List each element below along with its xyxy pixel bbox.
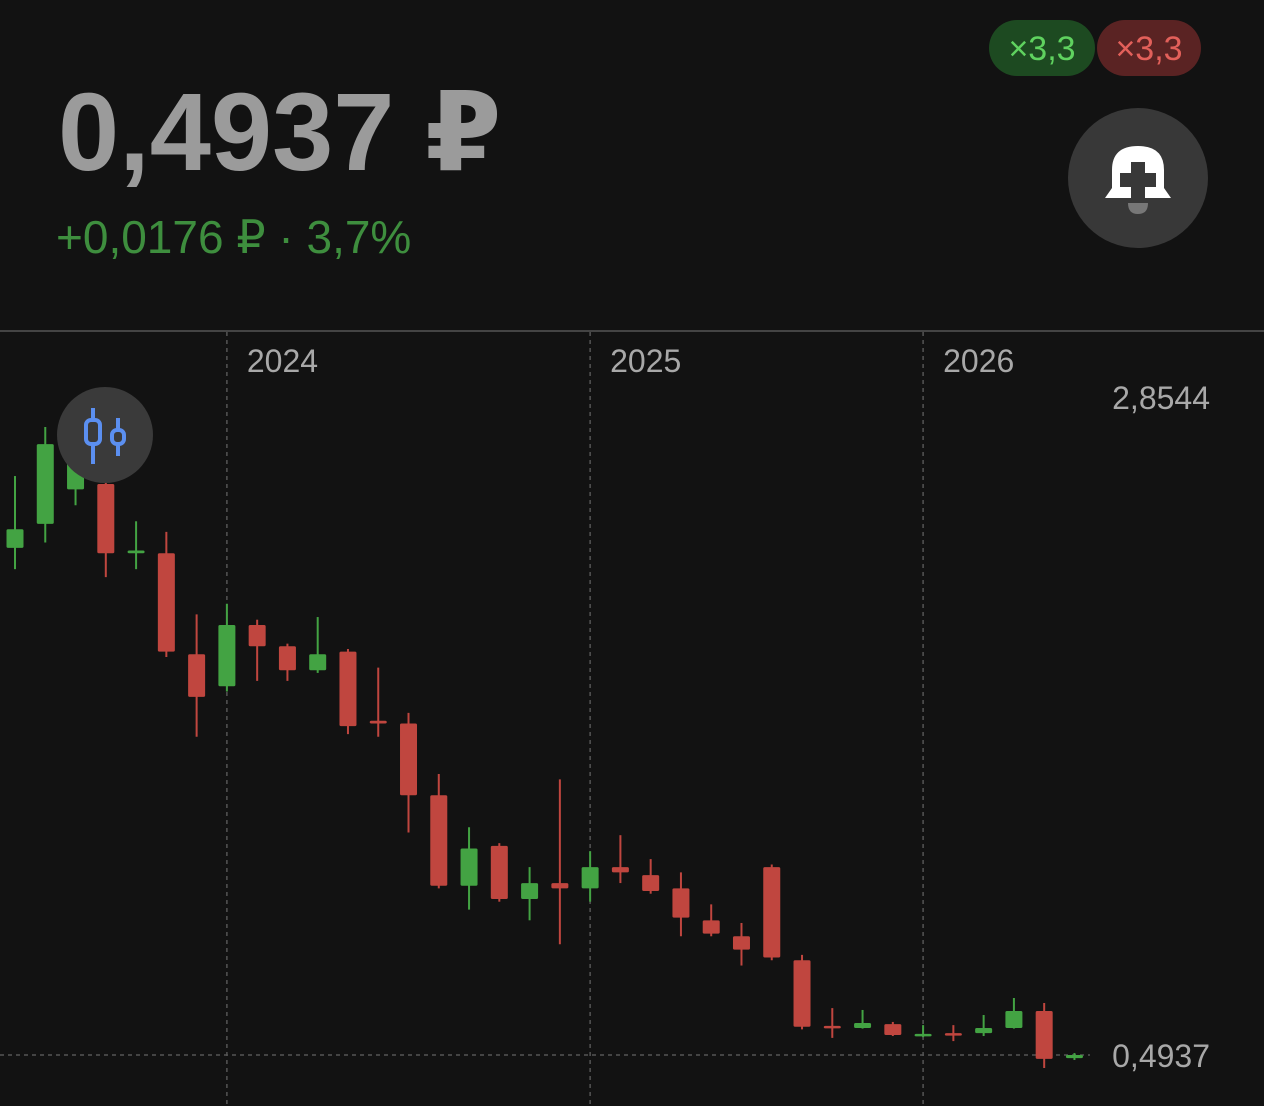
candle-body: [1005, 1011, 1023, 1029]
candle-body: [369, 720, 387, 724]
candle-body: [763, 867, 781, 958]
badge-text: ×3,3: [1115, 30, 1182, 68]
candle-body: [581, 867, 599, 889]
y-tick-label: 0,4937: [1112, 1038, 1210, 1074]
candle-body: [188, 654, 206, 697]
price: 0,4937 ₽: [58, 71, 502, 194]
bell-clapper: [1128, 203, 1148, 214]
alert-button[interactable]: [1068, 108, 1208, 248]
x-tick-label: 2026: [943, 343, 1014, 379]
icon-body: [110, 428, 126, 446]
candle-body: [97, 484, 115, 554]
badge-bg: [1097, 20, 1201, 76]
chart: 2024 2025 2026 0,4937 2,8544: [0, 332, 1210, 1106]
candle-body: [975, 1028, 993, 1034]
plus-icon: [1120, 162, 1156, 198]
candle-body: [611, 867, 629, 873]
badge-bg: [989, 20, 1095, 76]
candle-body: [672, 888, 690, 918]
candle-body: [430, 795, 448, 886]
candle-body: [339, 651, 357, 727]
candle-body: [248, 625, 266, 647]
candle-body: [1035, 1011, 1053, 1059]
candle-body: [460, 848, 478, 886]
candle-body: [36, 444, 54, 524]
candle-body: [642, 875, 660, 892]
candle-body: [278, 646, 296, 671]
candle-body: [490, 845, 508, 900]
candle-body: [157, 553, 175, 652]
candle-body: [551, 883, 569, 889]
price-change: +0,0176 ₽ · 3,7%: [56, 211, 411, 263]
multiplier-badge[interactable]: ×3,3: [1097, 20, 1201, 76]
candle-body: [218, 625, 236, 687]
candle-body: [854, 1022, 872, 1029]
button-bg: [57, 387, 153, 483]
candle-body: [944, 1033, 962, 1036]
candle-body: [6, 529, 24, 548]
candle-body: [1065, 1055, 1083, 1059]
candle-body: [732, 936, 750, 950]
candle-body: [702, 920, 720, 934]
multiplier-badge[interactable]: ×3,3: [989, 20, 1095, 76]
candle-body: [400, 723, 418, 796]
badge-text: ×3,3: [1008, 30, 1075, 68]
x-tick-label: 2024: [247, 343, 318, 379]
candle-body: [884, 1024, 902, 1035]
indicator-button[interactable]: [57, 387, 153, 483]
candle-body: [823, 1025, 841, 1029]
candle-body: [793, 960, 811, 1027]
y-tick-label: 2,8544: [1112, 380, 1210, 416]
candle-body: [914, 1033, 932, 1037]
icon-body: [84, 418, 102, 446]
candle-body: [309, 654, 327, 671]
x-tick-label: 2025: [610, 343, 681, 379]
candle-body: [521, 883, 539, 900]
candle-body: [127, 550, 145, 554]
